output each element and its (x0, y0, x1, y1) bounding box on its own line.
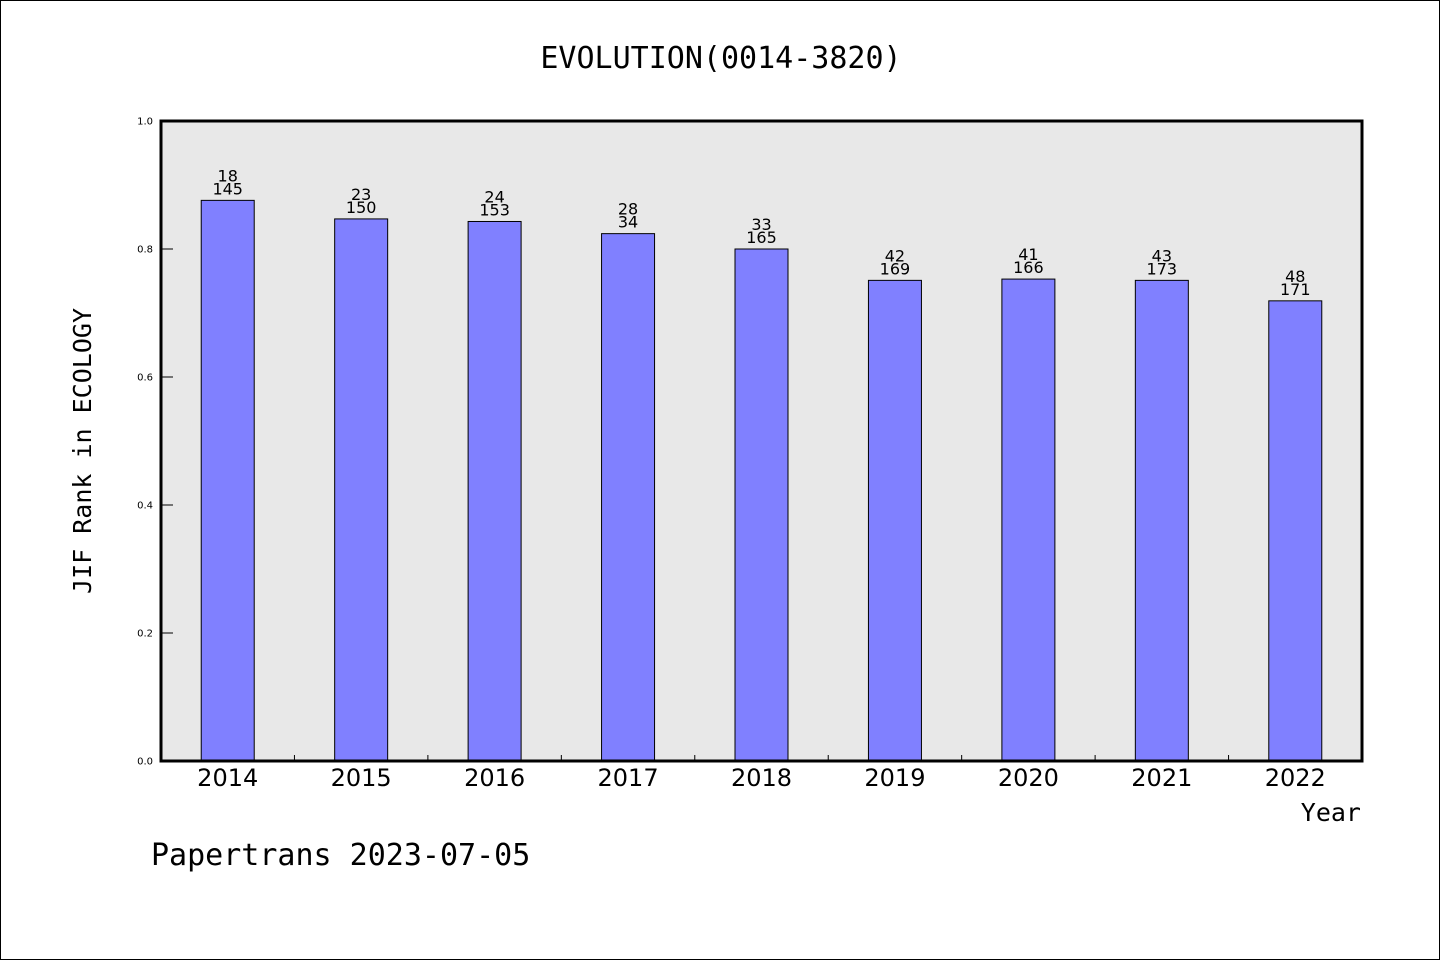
x-tick-label: 2022 (1265, 764, 1326, 792)
total-label: 169 (880, 259, 911, 278)
rank-label: 23 (351, 185, 371, 204)
y-tick-label: 1.0 (137, 117, 153, 128)
rank-label: 18 (218, 166, 238, 185)
x-tick-label: 2014 (197, 764, 258, 792)
y-tick-label: 0.2 (137, 629, 153, 640)
bar-2015 (334, 218, 389, 762)
bar-2020 (1001, 278, 1056, 762)
bar-2014 (200, 199, 255, 762)
bar-2021 (1134, 279, 1189, 762)
bar-2019 (867, 279, 922, 762)
rank-label: 28 (618, 200, 638, 219)
footer-watermark: Papertrans 2023-07-05 (151, 838, 530, 873)
x-tick-label: 2017 (598, 764, 659, 792)
rank-label: 42 (885, 246, 905, 265)
y-tick-label: 0.4 (137, 501, 153, 512)
y-tick-label: 0.0 (137, 757, 153, 768)
plot-border (159, 119, 1364, 763)
total-label: 166 (1013, 258, 1044, 277)
rank-label: 41 (1018, 245, 1038, 264)
total-label: 150 (346, 198, 377, 217)
bar-2016 (467, 220, 522, 762)
x-tick-label: 2018 (731, 764, 792, 792)
total-label: 171 (1280, 280, 1311, 299)
y-tick-label: 0.8 (137, 245, 153, 256)
rank-label: 43 (1152, 246, 1172, 265)
rank-label: 33 (751, 215, 771, 234)
rank-label: 24 (484, 187, 504, 206)
rank-label: 48 (1285, 267, 1305, 286)
x-tick-label: 2021 (1131, 764, 1192, 792)
total-label: 173 (1147, 259, 1178, 278)
x-tick-label: 2016 (464, 764, 525, 792)
x-axis-label: Year (1301, 798, 1361, 827)
chart-title: EVOLUTION(0014-3820) (540, 41, 901, 76)
x-axis-ticks: 2014 2015 2016 2017 2018 2019 2020 2021 2022 (197, 755, 1326, 792)
total-label: 145 (212, 179, 243, 198)
total-label: 34 (618, 213, 638, 232)
total-label: 153 (479, 200, 510, 219)
x-tick-label: 2020 (998, 764, 1059, 792)
x-tick-label: 2015 (331, 764, 392, 792)
x-tick-label: 2019 (864, 764, 925, 792)
bars-group (200, 199, 1323, 762)
y-axis-label: JIF Rank in ECOLOGY (68, 308, 97, 594)
bar-2017 (601, 233, 656, 762)
bar-2022 (1268, 300, 1323, 762)
total-label: 165 (746, 228, 777, 247)
bar-2018 (734, 248, 789, 762)
y-tick-label: 0.6 (137, 373, 153, 384)
